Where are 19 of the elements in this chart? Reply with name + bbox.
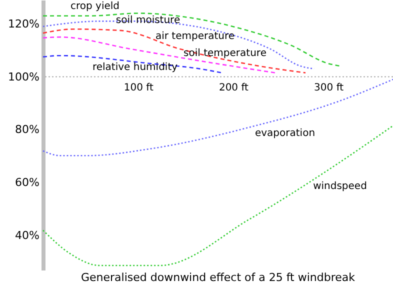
series-label: relative humidity: [92, 62, 178, 73]
y-tick-label: 80%: [15, 123, 40, 136]
series-label: soil temperature: [184, 48, 266, 59]
series-label: crop yield: [70, 1, 120, 12]
text: Generalised downwind effect of a 25 ft windbreak: [80, 271, 356, 284]
series-label: evaporation: [254, 128, 316, 139]
x-tick-label: 100 ft: [124, 82, 154, 94]
series-label: soil moisture: [116, 15, 180, 26]
y-tick-label: 40%: [15, 229, 40, 242]
x-tick-label: 300 ft: [314, 82, 344, 94]
line-series: [42, 28, 306, 74]
y-tick-label: 120%: [8, 17, 40, 30]
series-label: air temperature: [155, 31, 235, 42]
x-tick-label: 200 ft: [218, 82, 249, 94]
series-label: windspeed: [313, 181, 367, 192]
line-series: [42, 125, 393, 266]
y-tick-label: 60%: [15, 176, 40, 190]
y-tick-label: 100%: [8, 70, 40, 84]
line-series: [42, 78, 393, 156]
